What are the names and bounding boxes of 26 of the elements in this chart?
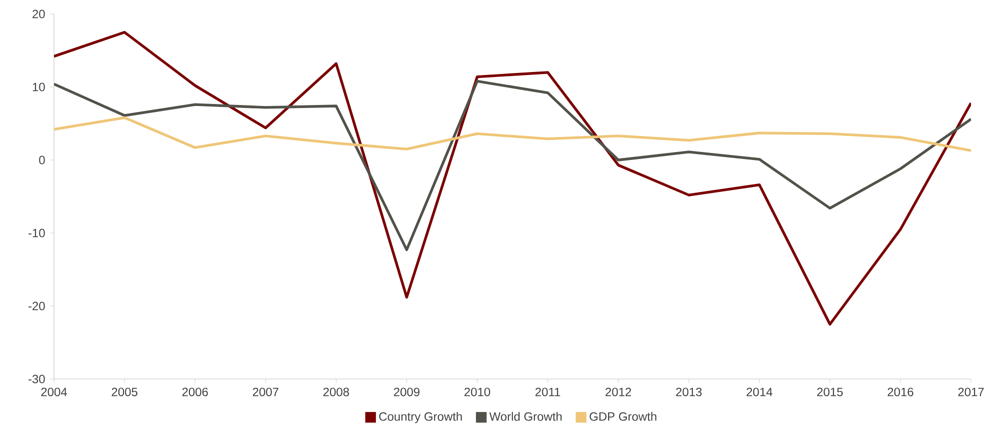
y-tick-label: 10 — [32, 82, 45, 92]
y-tick-label: -10 — [28, 228, 45, 238]
line-series — [54, 116, 971, 152]
x-tick-label: 2015 — [817, 388, 843, 396]
x-tick-label: 2011 — [535, 388, 560, 396]
x-tick-label: 2017 — [958, 388, 984, 396]
legend-label: World Growth — [489, 412, 562, 421]
line-series — [54, 80, 971, 252]
y-tick-label: -20 — [28, 302, 45, 310]
x-tick-label: 2006 — [182, 388, 208, 396]
x-tick-label: 2008 — [323, 388, 349, 396]
legend-label: GDP Growth — [590, 412, 656, 421]
x-tick-label: 2007 — [252, 388, 278, 396]
x-tick-label: 2005 — [112, 388, 138, 396]
x-tick-label: 2014 — [746, 388, 772, 396]
x-tick-label: 2004 — [41, 388, 67, 396]
line-series — [54, 30, 971, 326]
x-tick-label: 2016 — [888, 388, 914, 396]
x-tick-label: 2013 — [676, 388, 702, 396]
y-tick-label: 0 — [39, 156, 45, 164]
y-tick-label: 20 — [32, 10, 45, 18]
x-tick-label: 2012 — [606, 388, 632, 396]
x-tick-label: 2009 — [394, 388, 420, 396]
x-tick-label: 2010 — [464, 388, 490, 396]
y-tick-label: -30 — [28, 374, 45, 384]
legend-label: Country Growth — [379, 412, 462, 424]
